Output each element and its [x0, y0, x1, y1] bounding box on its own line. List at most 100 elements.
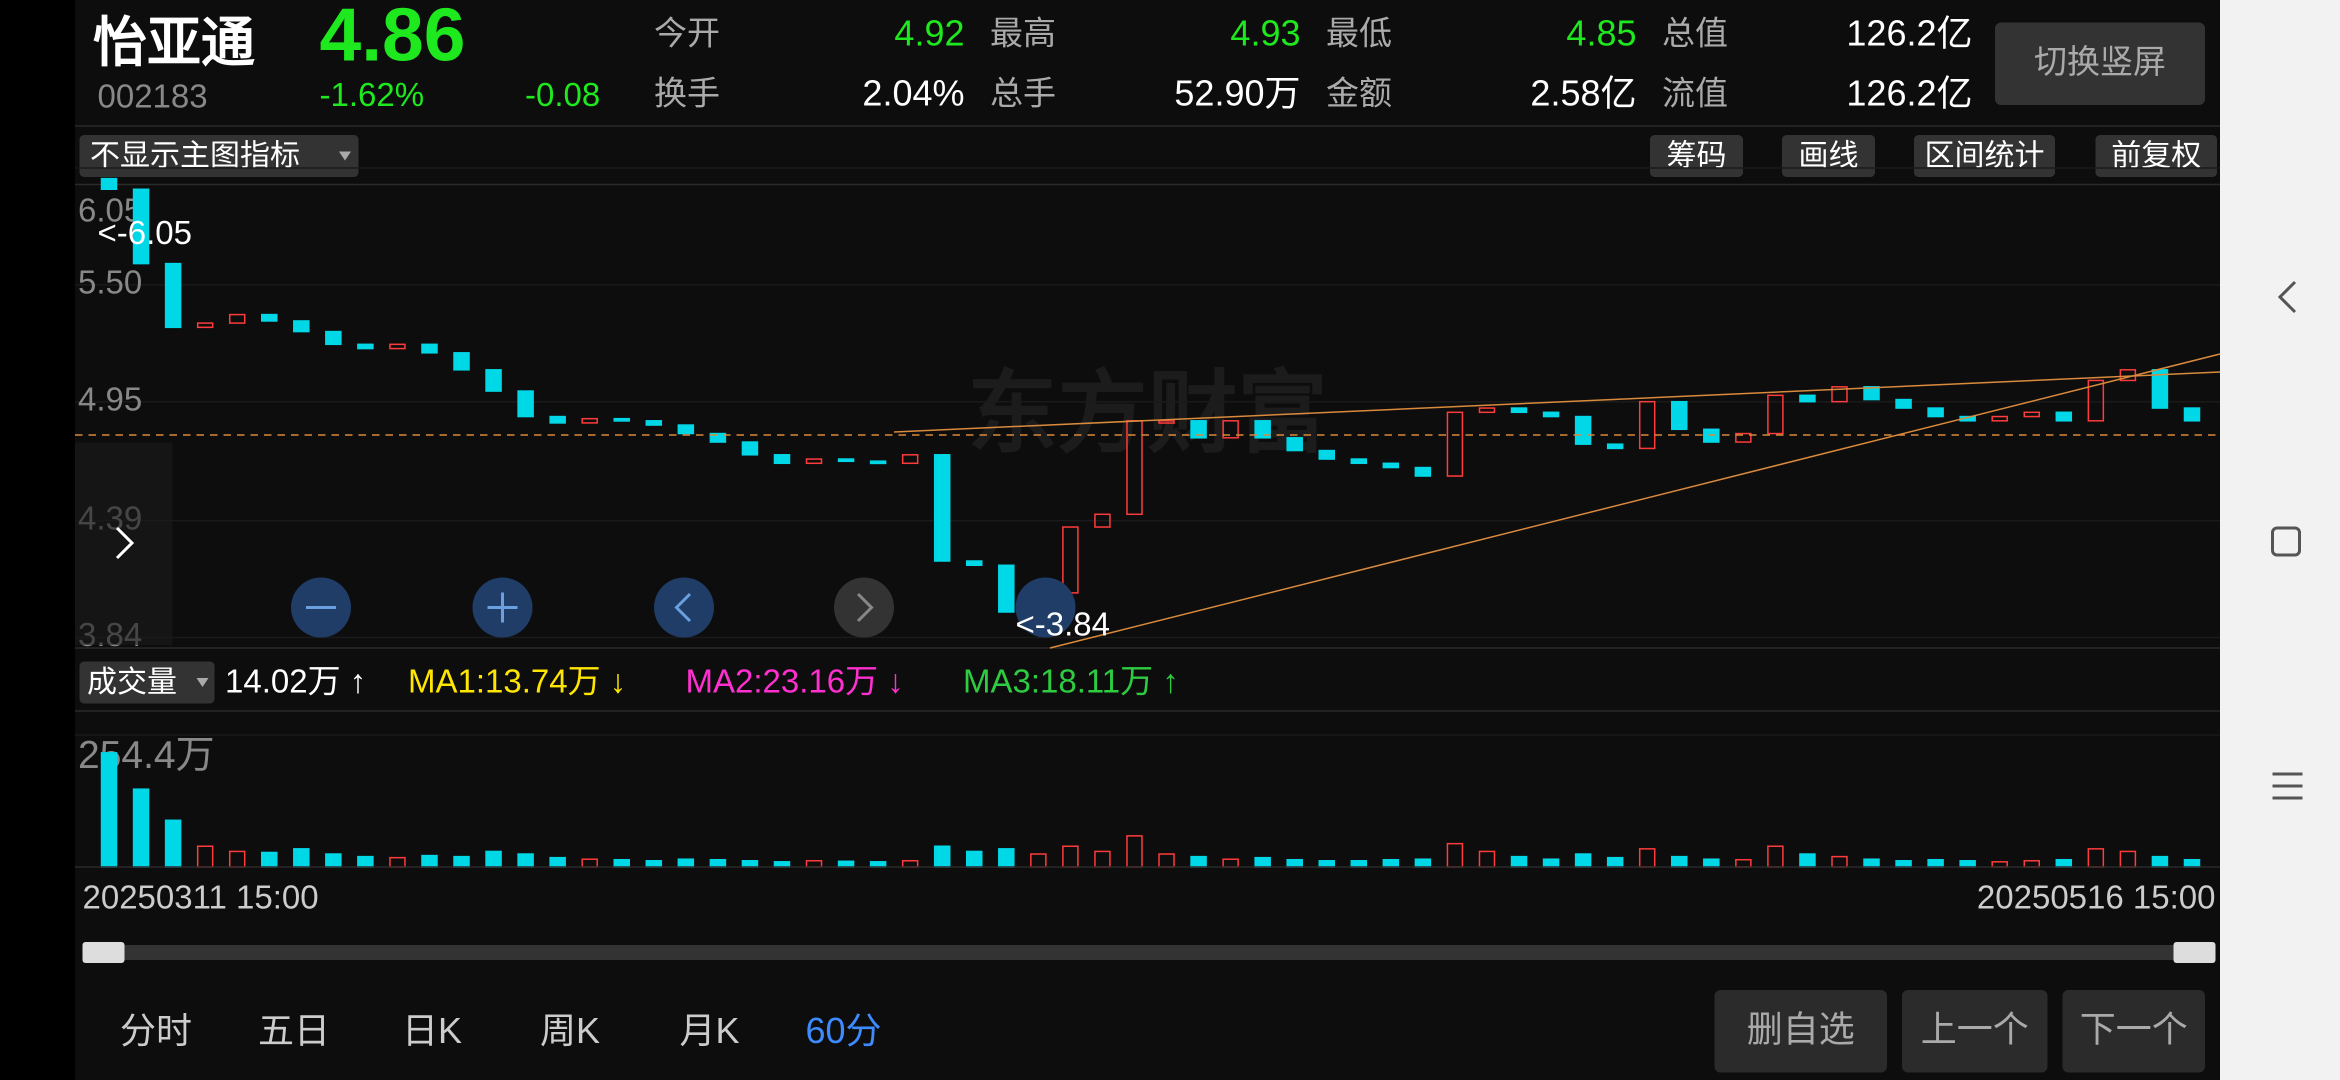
- candle: [164, 262, 182, 329]
- stat-value: 4.92: [894, 13, 964, 54]
- indicator-select[interactable]: [79, 135, 359, 177]
- action-label[interactable]: 下一个: [2080, 1009, 2188, 1050]
- low-label: <-3.84: [1016, 606, 1111, 643]
- volume-bar: [998, 848, 1015, 868]
- tool-label[interactable]: 筹码: [1667, 139, 1727, 172]
- scroll-handle[interactable]: [2173, 942, 2216, 963]
- volume-label[interactable]: 成交量: [87, 666, 177, 699]
- volume-bar: [1927, 858, 1944, 868]
- volume-bar: [613, 858, 630, 868]
- candle: [613, 417, 630, 422]
- nav-home[interactable]: [2271, 526, 2301, 557]
- tool-label[interactable]: 画线: [1799, 139, 1859, 172]
- candle: [1927, 407, 1944, 418]
- fullscreen[interactable]: [1015, 577, 1076, 638]
- volume-bar: [164, 819, 182, 868]
- period-tab[interactable]: 周K: [540, 1010, 600, 1051]
- high-label: <-6.05: [98, 214, 193, 251]
- candle: [1510, 407, 1528, 414]
- candle: [966, 560, 983, 567]
- indicator-select-label[interactable]: 不显示主图指标: [90, 139, 300, 172]
- period-tab[interactable]: 五日: [258, 1010, 330, 1051]
- expand-arrow[interactable]: [115, 526, 135, 560]
- volume-bar: [869, 861, 887, 868]
- candle: [1863, 386, 1880, 401]
- volume-bar: [1190, 855, 1207, 868]
- volume-bar: [773, 861, 791, 868]
- action-label[interactable]: 删自选: [1747, 1009, 1855, 1050]
- zoom-controls: [291, 577, 1076, 638]
- period-tab[interactable]: 日K: [402, 1010, 462, 1051]
- candle: [1606, 443, 1624, 450]
- nav-menu[interactable]: [2272, 772, 2303, 800]
- period-tab[interactable]: 分时: [120, 1010, 192, 1051]
- volume-current: 14.02万 ↑: [225, 663, 366, 700]
- nav-back[interactable]: [2277, 280, 2297, 314]
- period-tabs: 分时 五日 日K 周K 月K 60分: [120, 1010, 882, 1051]
- candle: [1799, 394, 1816, 403]
- candle: [709, 432, 727, 443]
- volume-select[interactable]: [79, 661, 215, 704]
- volume-bar: [741, 860, 759, 868]
- scroll-handle[interactable]: [82, 942, 125, 963]
- stat-value: 2.58亿: [1530, 73, 1636, 114]
- volume-bar: [1671, 855, 1688, 868]
- candle: [2023, 411, 2040, 418]
- candle: [1382, 462, 1400, 469]
- action-button[interactable]: [1714, 990, 1888, 1073]
- period-tab[interactable]: 60分: [806, 1010, 882, 1051]
- volume-bar: [1542, 858, 1560, 868]
- actions: 删自选 上一个 下一个: [1714, 990, 2206, 1073]
- tool-label[interactable]: 区间统计: [1925, 139, 2045, 172]
- volume-bar: [2151, 855, 2169, 868]
- tool-button[interactable]: [1914, 135, 2055, 177]
- stat-label: 总手: [990, 75, 1056, 112]
- action-button[interactable]: [1902, 990, 2048, 1073]
- stat-value: 4.93: [1230, 13, 1300, 54]
- ma-label: MA3:18.11万 ↑: [963, 663, 1179, 700]
- candle: [2183, 407, 2201, 422]
- volume-bar: [1318, 860, 1335, 868]
- side-panel: [75, 442, 173, 645]
- tool-button[interactable]: [1650, 135, 1743, 177]
- volume-bar: [677, 858, 695, 868]
- y-tick-label: 254.4万: [78, 734, 215, 777]
- scrollbar[interactable]: [82, 945, 2216, 960]
- y-tick-label: 5.50: [78, 264, 142, 301]
- candle: [485, 369, 502, 392]
- stat-label: 今开: [654, 15, 720, 52]
- volume-bar: [645, 860, 663, 868]
- candle: [1414, 466, 1432, 477]
- action-label[interactable]: 上一个: [1921, 1009, 2029, 1050]
- candle: [1735, 432, 1752, 443]
- candle: [869, 460, 887, 465]
- stat-label: 最高: [990, 15, 1056, 52]
- volume-bar: [1895, 860, 1912, 868]
- stock-price: 4.86: [320, 0, 466, 76]
- volume-bar: [453, 855, 470, 868]
- volume-bar: [325, 853, 342, 868]
- action-button[interactable]: [2062, 990, 2206, 1073]
- candle: [1478, 407, 1496, 414]
- tool-button[interactable]: [1782, 135, 1875, 177]
- candle: [1542, 411, 1560, 418]
- orientation-button[interactable]: [1995, 22, 2205, 106]
- tools: 筹码 画线 区间统计 前复权: [1650, 135, 2217, 177]
- candle: [1094, 513, 1111, 528]
- candle: [549, 415, 566, 424]
- candle: [645, 420, 663, 426]
- volume-bar: [709, 858, 727, 868]
- scroll-left[interactable]: [654, 577, 714, 638]
- candle: [2087, 379, 2105, 422]
- volume-bar: [421, 854, 438, 868]
- app-area: [75, 0, 2220, 1080]
- trend-line: [1049, 353, 2221, 649]
- period-tab[interactable]: 月K: [680, 1010, 740, 1051]
- tool-button[interactable]: [2095, 135, 2218, 177]
- scroll-right[interactable]: [834, 577, 894, 638]
- orientation-button-label[interactable]: 切换竖屏: [2034, 43, 2166, 80]
- tool-label[interactable]: 前复权: [2111, 139, 2201, 172]
- volume-bar: [2183, 858, 2201, 868]
